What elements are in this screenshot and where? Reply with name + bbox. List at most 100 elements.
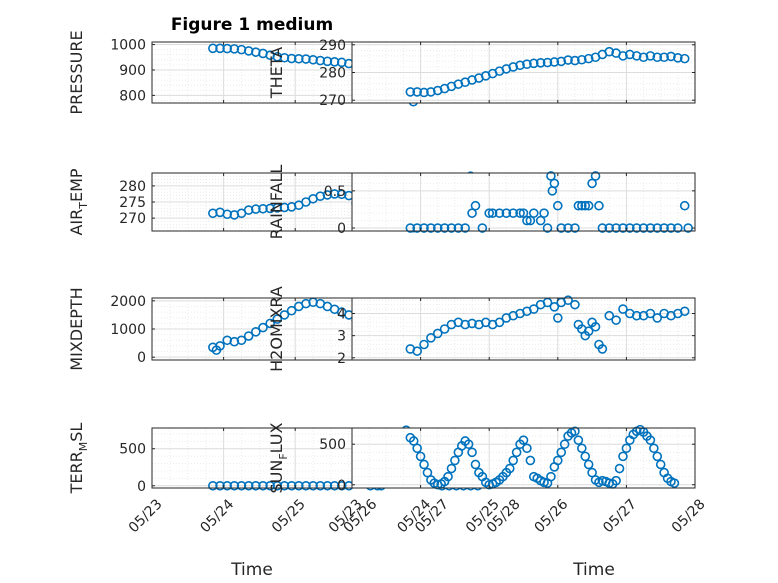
- data-point: [563, 55, 573, 65]
- data-point: [315, 480, 326, 491]
- data-point: [329, 480, 340, 491]
- x-tick-label: 05/24: [197, 496, 237, 536]
- data-point: [215, 341, 225, 351]
- data-point: [470, 459, 481, 470]
- data-point: [258, 322, 268, 333]
- data-point: [614, 463, 625, 474]
- data-point: [460, 319, 470, 330]
- y-axis-label: PRESSURE: [67, 30, 86, 114]
- subplot-rainfall: 0 0.5 RAINFALL: [267, 165, 696, 240]
- grid: [351, 42, 696, 103]
- data-point: [652, 223, 663, 233]
- data-point: [467, 208, 477, 218]
- data-point: [272, 480, 283, 491]
- data-point: [604, 310, 615, 321]
- data-point: [484, 208, 495, 218]
- data-point: [570, 299, 580, 310]
- x-tick-label: 05/23: [126, 496, 166, 536]
- data-point: [293, 53, 304, 64]
- data-point: [522, 443, 532, 454]
- x-axis-label-left: Time: [230, 560, 273, 580]
- y-axis-label: H2OMIXRA: [267, 286, 286, 372]
- data-point: [279, 480, 290, 491]
- data-point: [265, 318, 275, 329]
- data-point: [649, 443, 659, 454]
- data-point: [570, 55, 580, 66]
- y-axis-label: MIXDEPTH: [67, 287, 86, 370]
- data-point: [583, 459, 594, 470]
- data-point: [518, 435, 529, 445]
- y-tick-label: 0: [137, 350, 146, 366]
- y-tick-label: 500: [319, 437, 346, 453]
- data-point: [329, 57, 340, 67]
- y-tick-label: 900: [119, 63, 146, 79]
- data-point: [251, 327, 261, 337]
- data-point: [638, 52, 649, 63]
- data-point: [666, 223, 676, 233]
- data-point: [504, 463, 515, 474]
- data-point: [669, 478, 680, 488]
- data-point: [590, 321, 601, 332]
- data-point: [419, 339, 429, 350]
- data-point: [583, 200, 594, 211]
- data-point: [208, 480, 218, 491]
- data-point: [251, 204, 261, 214]
- data-point: [559, 439, 570, 450]
- data-point: [415, 451, 426, 462]
- data-point: [577, 54, 587, 65]
- data-point: [587, 178, 597, 189]
- data-point: [525, 215, 536, 226]
- data-point: [546, 471, 556, 482]
- data-point: [243, 331, 254, 341]
- data-point: [286, 53, 297, 64]
- data-point: [556, 447, 567, 458]
- data-point: [539, 208, 549, 218]
- y-tick-label: 0: [337, 221, 346, 237]
- data-point: [336, 480, 347, 491]
- data-point: [590, 171, 601, 181]
- y-tick-label: 2000: [110, 294, 146, 310]
- data-point: [511, 447, 522, 458]
- axes-box: [351, 297, 696, 361]
- data-point: [597, 344, 608, 354]
- subplot-h2omixra: 2 3 4 H2OMIXRA: [267, 286, 696, 372]
- data-point: [556, 56, 567, 67]
- data-point: [412, 87, 422, 97]
- data-point: [580, 451, 591, 462]
- data-point: [412, 443, 422, 454]
- data-point: [631, 51, 642, 61]
- data-point: [222, 43, 232, 54]
- data-point: [679, 200, 690, 211]
- y-axis-label: TERRMSL: [67, 423, 90, 495]
- data-point: [494, 317, 505, 328]
- data-point: [552, 200, 563, 211]
- y-tick-label: 4: [337, 307, 346, 323]
- y-tick-label: 1000: [110, 38, 146, 54]
- data-point: [501, 208, 512, 218]
- data-point: [453, 223, 464, 233]
- data-point: [563, 295, 573, 306]
- data-point: [322, 56, 333, 67]
- data-point: [518, 208, 529, 218]
- data-point: [528, 304, 539, 314]
- data-point: [549, 57, 560, 67]
- data-point: [439, 324, 450, 334]
- data-point: [439, 223, 450, 233]
- data-point: [652, 52, 663, 63]
- data-point: [515, 60, 525, 71]
- y-tick-label: 0: [137, 479, 146, 495]
- data-point: [535, 215, 546, 226]
- data-point: [412, 346, 422, 356]
- data-point: [522, 59, 532, 69]
- data-point: [577, 443, 587, 454]
- data-point: [546, 171, 556, 181]
- data-point: [419, 459, 429, 470]
- data-point: [594, 200, 604, 211]
- data-point: [322, 480, 333, 491]
- y-axis-label: RAINFALL: [267, 165, 286, 240]
- data-point: [556, 223, 567, 233]
- data-point: [426, 223, 436, 233]
- data-point: [258, 480, 268, 491]
- data-point: [426, 87, 436, 97]
